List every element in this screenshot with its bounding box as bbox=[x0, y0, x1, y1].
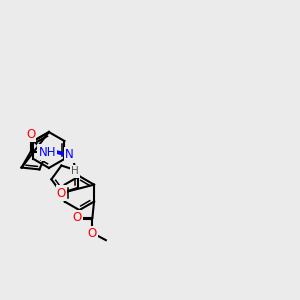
Text: NH: NH bbox=[38, 146, 56, 158]
Text: O: O bbox=[26, 128, 35, 141]
Text: O: O bbox=[72, 211, 81, 224]
Text: O: O bbox=[42, 146, 51, 160]
Text: O: O bbox=[88, 227, 97, 240]
Text: H: H bbox=[71, 167, 79, 176]
Text: N: N bbox=[65, 148, 74, 161]
Text: O: O bbox=[57, 187, 66, 200]
